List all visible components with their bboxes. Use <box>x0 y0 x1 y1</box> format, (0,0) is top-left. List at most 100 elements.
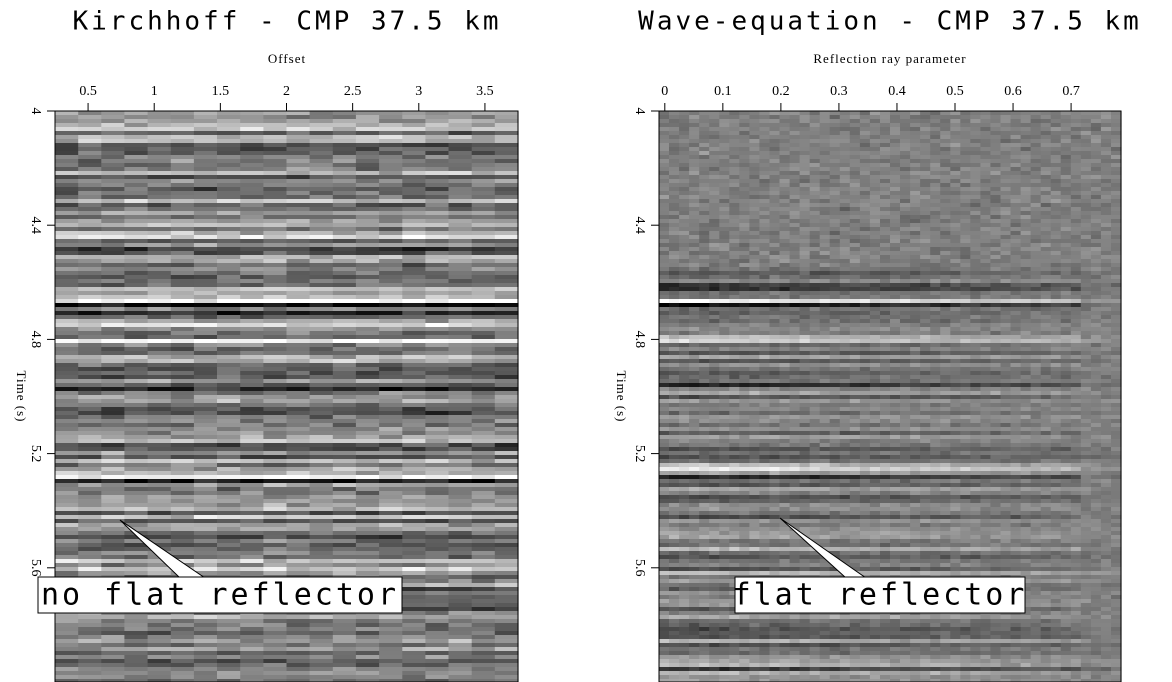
texture <box>729 223 740 227</box>
texture <box>780 259 791 263</box>
texture <box>729 247 740 251</box>
texture <box>194 171 218 175</box>
texture <box>333 151 357 155</box>
texture <box>940 223 951 227</box>
texture <box>679 203 690 207</box>
texture <box>356 327 380 331</box>
texture <box>148 259 172 263</box>
texture <box>900 259 911 263</box>
texture <box>402 343 426 347</box>
texture <box>770 207 781 211</box>
texture <box>356 199 380 203</box>
texture <box>356 283 380 287</box>
texture <box>1031 259 1042 263</box>
texture <box>402 483 426 487</box>
texture <box>1021 247 1032 251</box>
x-tick-label: 3 <box>415 84 422 99</box>
texture <box>709 191 720 195</box>
texture <box>719 191 730 195</box>
texture <box>1041 195 1052 199</box>
texture <box>810 223 821 227</box>
texture <box>749 195 760 199</box>
texture <box>659 163 670 167</box>
texture <box>709 163 720 167</box>
texture <box>124 183 148 187</box>
texture <box>263 563 287 567</box>
texture <box>171 335 195 339</box>
texture <box>800 155 811 159</box>
texture <box>1021 179 1032 183</box>
texture <box>840 127 851 131</box>
texture <box>890 151 901 155</box>
texture <box>980 247 991 251</box>
texture <box>850 267 861 271</box>
texture <box>217 395 241 399</box>
texture <box>425 115 449 119</box>
texture <box>699 191 710 195</box>
texture <box>148 243 172 247</box>
texture <box>1091 263 1102 267</box>
texture <box>820 211 831 215</box>
texture <box>217 307 241 311</box>
texture <box>194 403 218 407</box>
texture <box>194 307 218 311</box>
texture <box>910 167 921 171</box>
texture <box>495 355 519 359</box>
texture <box>449 339 473 343</box>
texture <box>78 347 102 351</box>
texture <box>379 231 403 235</box>
texture <box>356 183 380 187</box>
texture <box>287 127 311 131</box>
texture <box>1041 167 1052 171</box>
texture <box>890 243 901 247</box>
texture <box>148 239 172 243</box>
texture <box>171 443 195 447</box>
texture <box>449 615 473 619</box>
texture <box>287 475 311 479</box>
texture <box>55 487 79 491</box>
texture <box>356 135 380 139</box>
texture <box>310 219 334 223</box>
texture <box>425 203 449 207</box>
texture <box>1061 251 1072 255</box>
texture <box>679 123 690 127</box>
texture <box>217 171 241 175</box>
texture <box>930 235 941 239</box>
texture <box>679 235 690 239</box>
texture <box>333 139 357 143</box>
texture <box>870 119 881 123</box>
texture <box>1101 231 1112 235</box>
texture <box>402 495 426 499</box>
texture <box>910 227 921 231</box>
texture <box>217 531 241 535</box>
texture <box>333 295 357 299</box>
texture <box>1031 255 1042 259</box>
texture <box>449 167 473 171</box>
texture <box>402 527 426 531</box>
texture <box>124 179 148 183</box>
texture <box>1061 231 1072 235</box>
texture <box>240 307 264 311</box>
texture <box>759 275 770 279</box>
texture <box>770 231 781 235</box>
texture <box>1031 207 1042 211</box>
texture <box>78 543 102 547</box>
texture <box>689 191 700 195</box>
texture <box>790 235 801 239</box>
texture <box>495 159 519 163</box>
texture <box>402 539 426 543</box>
texture <box>194 531 218 535</box>
texture <box>800 151 811 155</box>
texture <box>1061 287 1072 291</box>
texture <box>495 439 519 443</box>
texture <box>310 391 334 395</box>
texture <box>495 655 519 659</box>
texture <box>194 215 218 219</box>
texture <box>1111 131 1122 135</box>
texture <box>1051 155 1062 159</box>
texture <box>379 147 403 151</box>
texture <box>287 467 311 471</box>
texture <box>449 155 473 159</box>
texture <box>940 291 951 295</box>
texture <box>449 235 473 239</box>
